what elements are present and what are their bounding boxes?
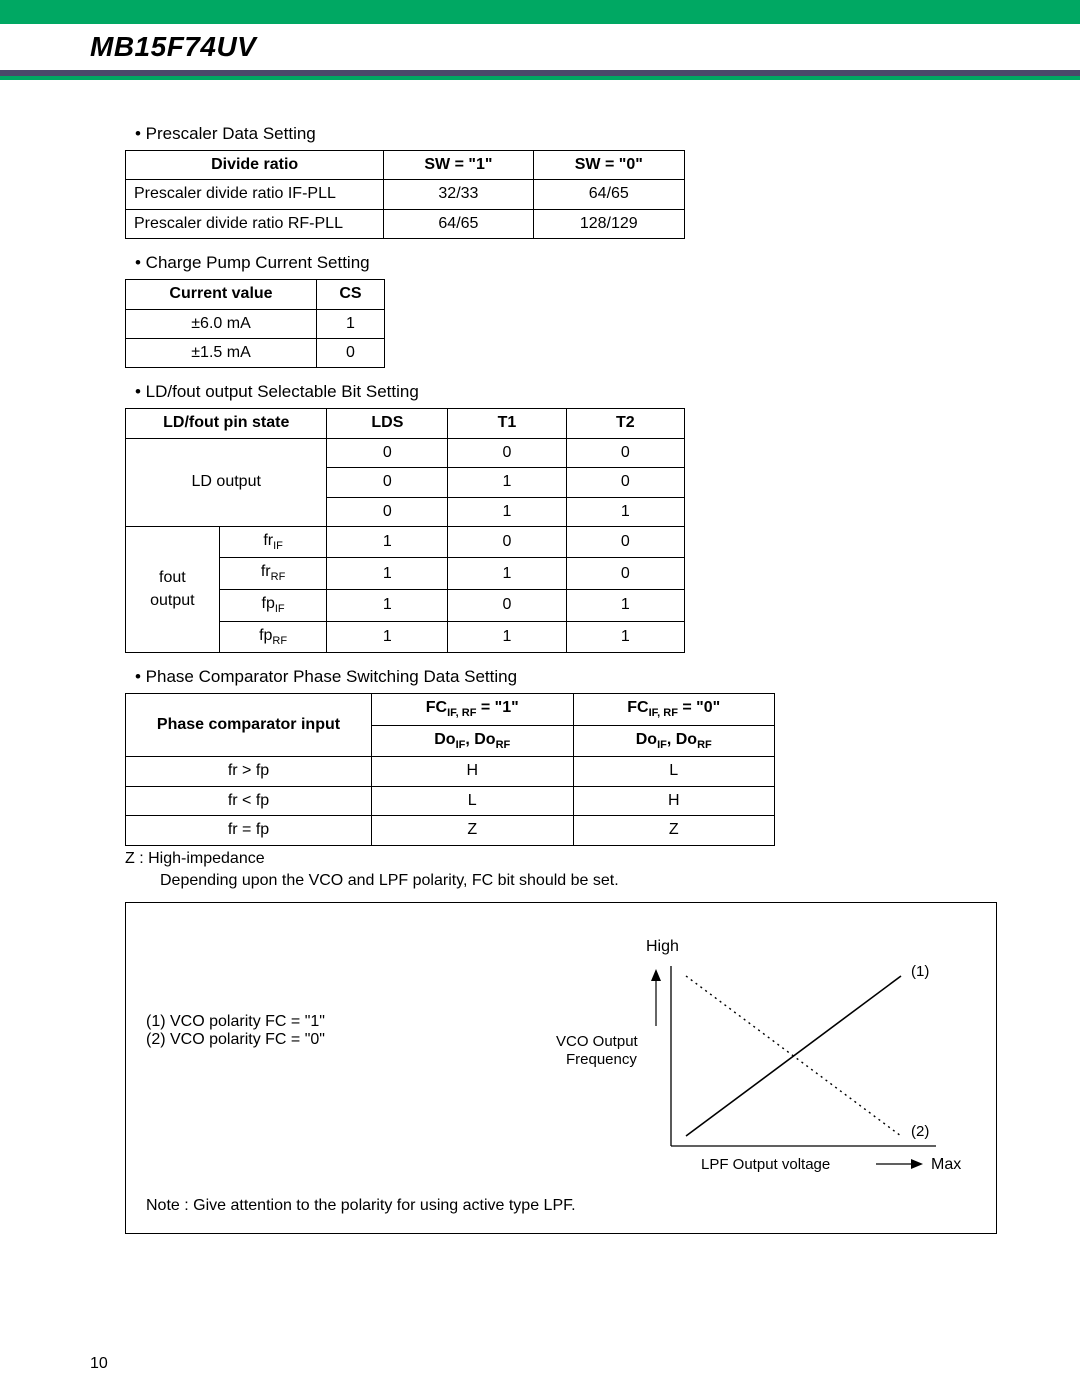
content: • Prescaler Data Setting Divide ratio SW… [0,80,1080,1234]
chart-max-label: Max [931,1156,961,1173]
col-cs: CS [317,280,385,309]
z-note: Z : High-impedance [125,850,985,868]
col-pinstate: LD/fout pin state [126,409,327,438]
chart-ylabel2: Frequency [566,1051,637,1068]
ldfout-heading: • LD/fout output Selectable Bit Setting [135,382,985,402]
col-sw0: SW = "0" [533,151,684,180]
table-row: fr > fpHL [126,757,775,786]
chart-high-label: High [646,938,679,955]
col-do0: DoIF, DoRF [573,725,775,757]
col-divide-ratio: Divide ratio [126,151,384,180]
prescaler-heading: • Prescaler Data Setting [135,124,985,144]
col-phase-input: Phase comparator input [126,694,372,757]
ldfout-table: LD/fout pin state LDS T1 T2 LD output 00… [125,408,685,653]
sig-cell: frRF [219,558,327,590]
depend-note: Depending upon the VCO and LPF polarity,… [160,872,985,890]
chart-mark-2: (2) [911,1123,929,1140]
figure-note: Note : Give attention to the polarity fo… [146,1197,576,1215]
chart-xlabel: LPF Output voltage [701,1156,830,1173]
table-row: fr < fpLH [126,786,775,815]
fout-output-label: foutoutput [126,526,220,652]
col-t2: T2 [566,409,684,438]
col-sw1: SW = "1" [384,151,533,180]
col-current: Current value [126,280,317,309]
page-number: 10 [90,1355,108,1373]
legend-line-1: (1) VCO polarity FC = "1" [146,1013,325,1031]
sig-cell: fpIF [219,590,327,622]
table-row: LD output 000 [126,438,685,467]
prescaler-table: Divide ratio SW = "1" SW = "0" Prescaler… [125,150,685,239]
accent-bar [0,70,1080,76]
page-title: MB15F74UV [90,31,256,63]
phase-heading: • Phase Comparator Phase Switching Data … [135,667,985,687]
sig-cell: fpRF [219,621,327,653]
col-fc0: FCIF, RF = "0" [573,694,775,726]
table-row: ±6.0 mA1 [126,309,385,338]
header-band: MB15F74UV [0,0,1080,80]
col-fc1: FCIF, RF = "1" [372,694,574,726]
phase-table: Phase comparator input FCIF, RF = "1" FC… [125,693,775,845]
table-row: foutoutput frIF 100 [126,526,685,558]
col-do1: DoIF, DoRF [372,725,574,757]
figure-box: (1) VCO polarity FC = "1" (2) VCO polari… [125,902,997,1234]
ld-output-label: LD output [126,438,327,526]
table-row: fr = fpZZ [126,816,775,845]
table-row: Prescaler divide ratio IF-PLL 32/33 64/6… [126,180,685,209]
table-row: ±1.5 mA0 [126,338,385,367]
polarity-chart: High VCO Output Frequency LPF Output vol… [541,921,971,1171]
charge-table: Current value CS ±6.0 mA1 ±1.5 mA0 [125,279,385,368]
chart-ylabel1: VCO Output [556,1033,639,1050]
figure-legend: (1) VCO polarity FC = "1" (2) VCO polari… [146,1013,325,1049]
col-lds: LDS [327,409,448,438]
chart-mark-1: (1) [911,963,929,980]
sig-cell: frIF [219,526,327,558]
title-strip: MB15F74UV [0,24,1080,70]
charge-heading: • Charge Pump Current Setting [135,253,985,273]
table-row: Prescaler divide ratio RF-PLL 64/65 128/… [126,209,685,238]
col-t1: T1 [448,409,566,438]
legend-line-2: (2) VCO polarity FC = "0" [146,1031,325,1049]
